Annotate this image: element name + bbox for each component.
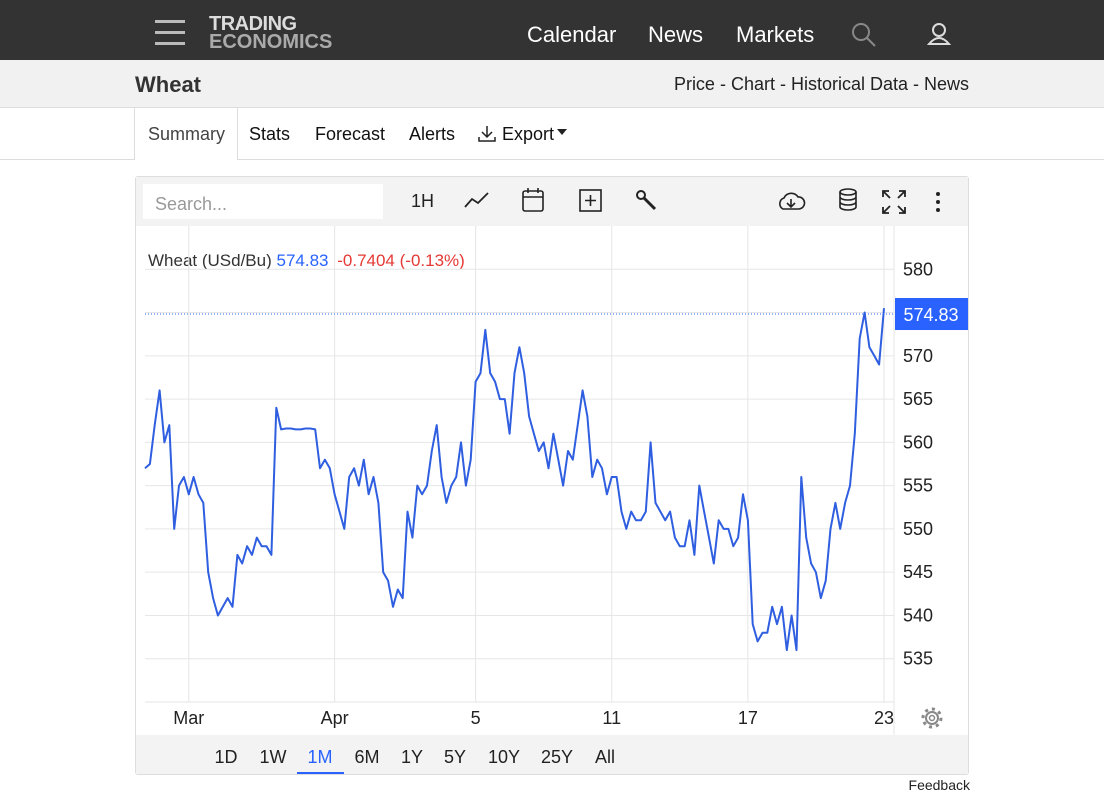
logo-top[interactable]: TRADING <box>209 13 297 35</box>
chart-panel <box>135 176 969 775</box>
user-icon[interactable] <box>926 22 952 48</box>
x-tick-label: Mar <box>173 708 204 728</box>
active-tab-box <box>134 108 238 160</box>
search-icon[interactable] <box>851 22 879 50</box>
top-nav: TRADING ECONOMICS Calendar News Markets <box>0 0 1104 60</box>
x-tick-label: 23 <box>874 708 894 728</box>
chart-legend: Wheat (USd/Bu) 574.83 -0.7404 (-0.13%) <box>148 251 465 271</box>
interval-button[interactable]: 1H <box>411 191 435 211</box>
database-icon[interactable] <box>836 187 860 213</box>
cloud-download-icon[interactable] <box>776 189 806 213</box>
tab[interactable]: Forecast <box>315 124 386 144</box>
chart-type-icon[interactable] <box>464 189 490 211</box>
search-placeholder: Search... <box>155 194 228 214</box>
download-icon[interactable] <box>477 124 497 144</box>
x-tick-label: 5 <box>471 708 481 728</box>
tab-bar <box>0 108 1104 160</box>
range-button[interactable]: 1D <box>214 747 238 767</box>
caret <box>557 129 567 135</box>
y-tick-label: 555 <box>903 476 933 496</box>
range-button[interactable]: 1M <box>307 747 333 767</box>
y-tick-label: 535 <box>903 649 933 669</box>
y-tick-label: 540 <box>903 605 933 625</box>
nav-link[interactable]: Markets <box>736 22 815 47</box>
settings-icon[interactable] <box>921 707 943 729</box>
price-line <box>144 308 885 652</box>
chart-toolbar: Search... 1H <box>136 177 968 226</box>
range-button[interactable]: 6M <box>354 747 380 767</box>
range-button[interactable]: All <box>594 747 616 767</box>
tools-icon[interactable] <box>635 189 659 213</box>
y-tick-label: 580 <box>903 259 933 279</box>
x-tick-label: 17 <box>738 708 758 728</box>
tab[interactable]: Summary <box>148 124 226 144</box>
y-tick-label: 560 <box>903 432 933 452</box>
legend-change-pct: (-0.13%) <box>399 251 465 270</box>
x-tick-label: Apr <box>321 708 349 728</box>
tab[interactable]: Alerts <box>409 124 456 144</box>
add-icon[interactable] <box>579 189 603 213</box>
active-range-underline <box>297 772 344 774</box>
y-tick-label: 565 <box>903 389 933 409</box>
page-title: Wheat <box>135 72 201 97</box>
y-tick-label: 570 <box>903 346 933 366</box>
sub-header: Wheat Price - Chart - Historical Data - … <box>0 60 1104 108</box>
x-tick-label: 11 <box>602 708 621 728</box>
range-bar <box>136 735 968 774</box>
fullscreen-icon[interactable] <box>881 189 907 215</box>
menu-icon[interactable] <box>155 20 187 46</box>
range-button[interactable]: 5Y <box>443 747 467 767</box>
calendar-icon[interactable] <box>521 187 545 213</box>
feedback-link[interactable]: Feedback <box>908 777 970 793</box>
more-icon[interactable] <box>934 191 942 215</box>
y-tick-label: 545 <box>903 562 933 582</box>
tab[interactable]: Export <box>502 124 555 144</box>
legend-name: Wheat (USd/Bu) <box>148 251 272 270</box>
legend-change: -0.7404 <box>337 251 395 270</box>
range-button[interactable]: 25Y <box>540 747 574 767</box>
nav-link[interactable]: News <box>648 22 704 47</box>
range-button[interactable]: 10Y <box>487 747 521 767</box>
last-price-label: 574.83 <box>903 305 958 325</box>
tab[interactable]: Stats <box>249 124 291 144</box>
range-button[interactable]: 1Y <box>400 747 424 767</box>
last-price-box <box>895 298 968 331</box>
legend-price: 574.83 <box>276 251 329 270</box>
logo-bottom[interactable]: ECONOMICS <box>209 31 333 53</box>
nav-link[interactable]: Calendar <box>527 22 617 47</box>
y-tick-label: 550 <box>903 519 933 539</box>
search-box[interactable]: Search... <box>143 184 383 219</box>
range-button[interactable]: 1W <box>259 747 287 767</box>
header-links[interactable]: Price - Chart - Historical Data - News <box>673 74 969 94</box>
